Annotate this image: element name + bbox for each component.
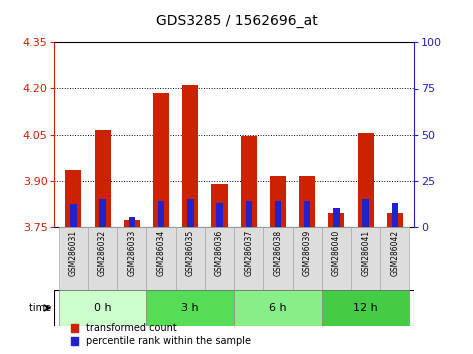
Bar: [59, 227, 88, 290]
Text: GSM286042: GSM286042: [390, 230, 399, 276]
Bar: [392, 202, 398, 227]
Bar: [270, 176, 286, 227]
Bar: [234, 290, 322, 326]
Text: 12 h: 12 h: [353, 303, 378, 313]
Text: 0 h: 0 h: [94, 303, 112, 313]
Bar: [293, 227, 322, 290]
Bar: [322, 227, 351, 290]
Text: time: time: [28, 303, 54, 313]
Bar: [59, 290, 147, 326]
Text: GSM286041: GSM286041: [361, 230, 370, 276]
Bar: [358, 133, 374, 227]
Bar: [328, 213, 344, 227]
Bar: [333, 208, 340, 227]
Bar: [147, 227, 175, 290]
Text: GSM286039: GSM286039: [303, 230, 312, 276]
Bar: [362, 199, 369, 227]
Text: GSM286037: GSM286037: [244, 230, 253, 276]
Bar: [216, 202, 223, 227]
Bar: [211, 184, 228, 227]
Bar: [158, 201, 164, 227]
Bar: [380, 227, 410, 290]
Text: 3 h: 3 h: [182, 303, 199, 313]
Bar: [175, 227, 205, 290]
Bar: [153, 93, 169, 227]
Bar: [187, 199, 193, 227]
Bar: [234, 227, 263, 290]
Bar: [124, 221, 140, 227]
Bar: [275, 201, 281, 227]
Bar: [245, 201, 252, 227]
Bar: [304, 201, 310, 227]
Bar: [117, 227, 147, 290]
Bar: [95, 130, 111, 227]
Text: GSM286031: GSM286031: [69, 230, 78, 276]
Text: 6 h: 6 h: [269, 303, 287, 313]
Bar: [182, 85, 198, 227]
Text: GSM286035: GSM286035: [186, 230, 195, 276]
Bar: [99, 199, 106, 227]
Bar: [241, 136, 257, 227]
Text: GDS3285 / 1562696_at: GDS3285 / 1562696_at: [156, 14, 317, 28]
Bar: [70, 205, 77, 227]
Bar: [129, 217, 135, 227]
Text: GSM286034: GSM286034: [157, 230, 166, 276]
Text: GSM286033: GSM286033: [127, 230, 136, 276]
Legend: transformed count, percentile rank within the sample: transformed count, percentile rank withi…: [70, 324, 251, 346]
Bar: [263, 227, 293, 290]
Bar: [88, 227, 117, 290]
Bar: [65, 170, 81, 227]
Bar: [147, 290, 234, 326]
Bar: [205, 227, 234, 290]
Text: GSM286040: GSM286040: [332, 230, 341, 276]
Bar: [299, 176, 315, 227]
Text: GSM286032: GSM286032: [98, 230, 107, 276]
Text: GSM286036: GSM286036: [215, 230, 224, 276]
Bar: [322, 290, 410, 326]
Text: GSM286038: GSM286038: [273, 230, 282, 276]
Bar: [387, 213, 403, 227]
Bar: [351, 227, 380, 290]
